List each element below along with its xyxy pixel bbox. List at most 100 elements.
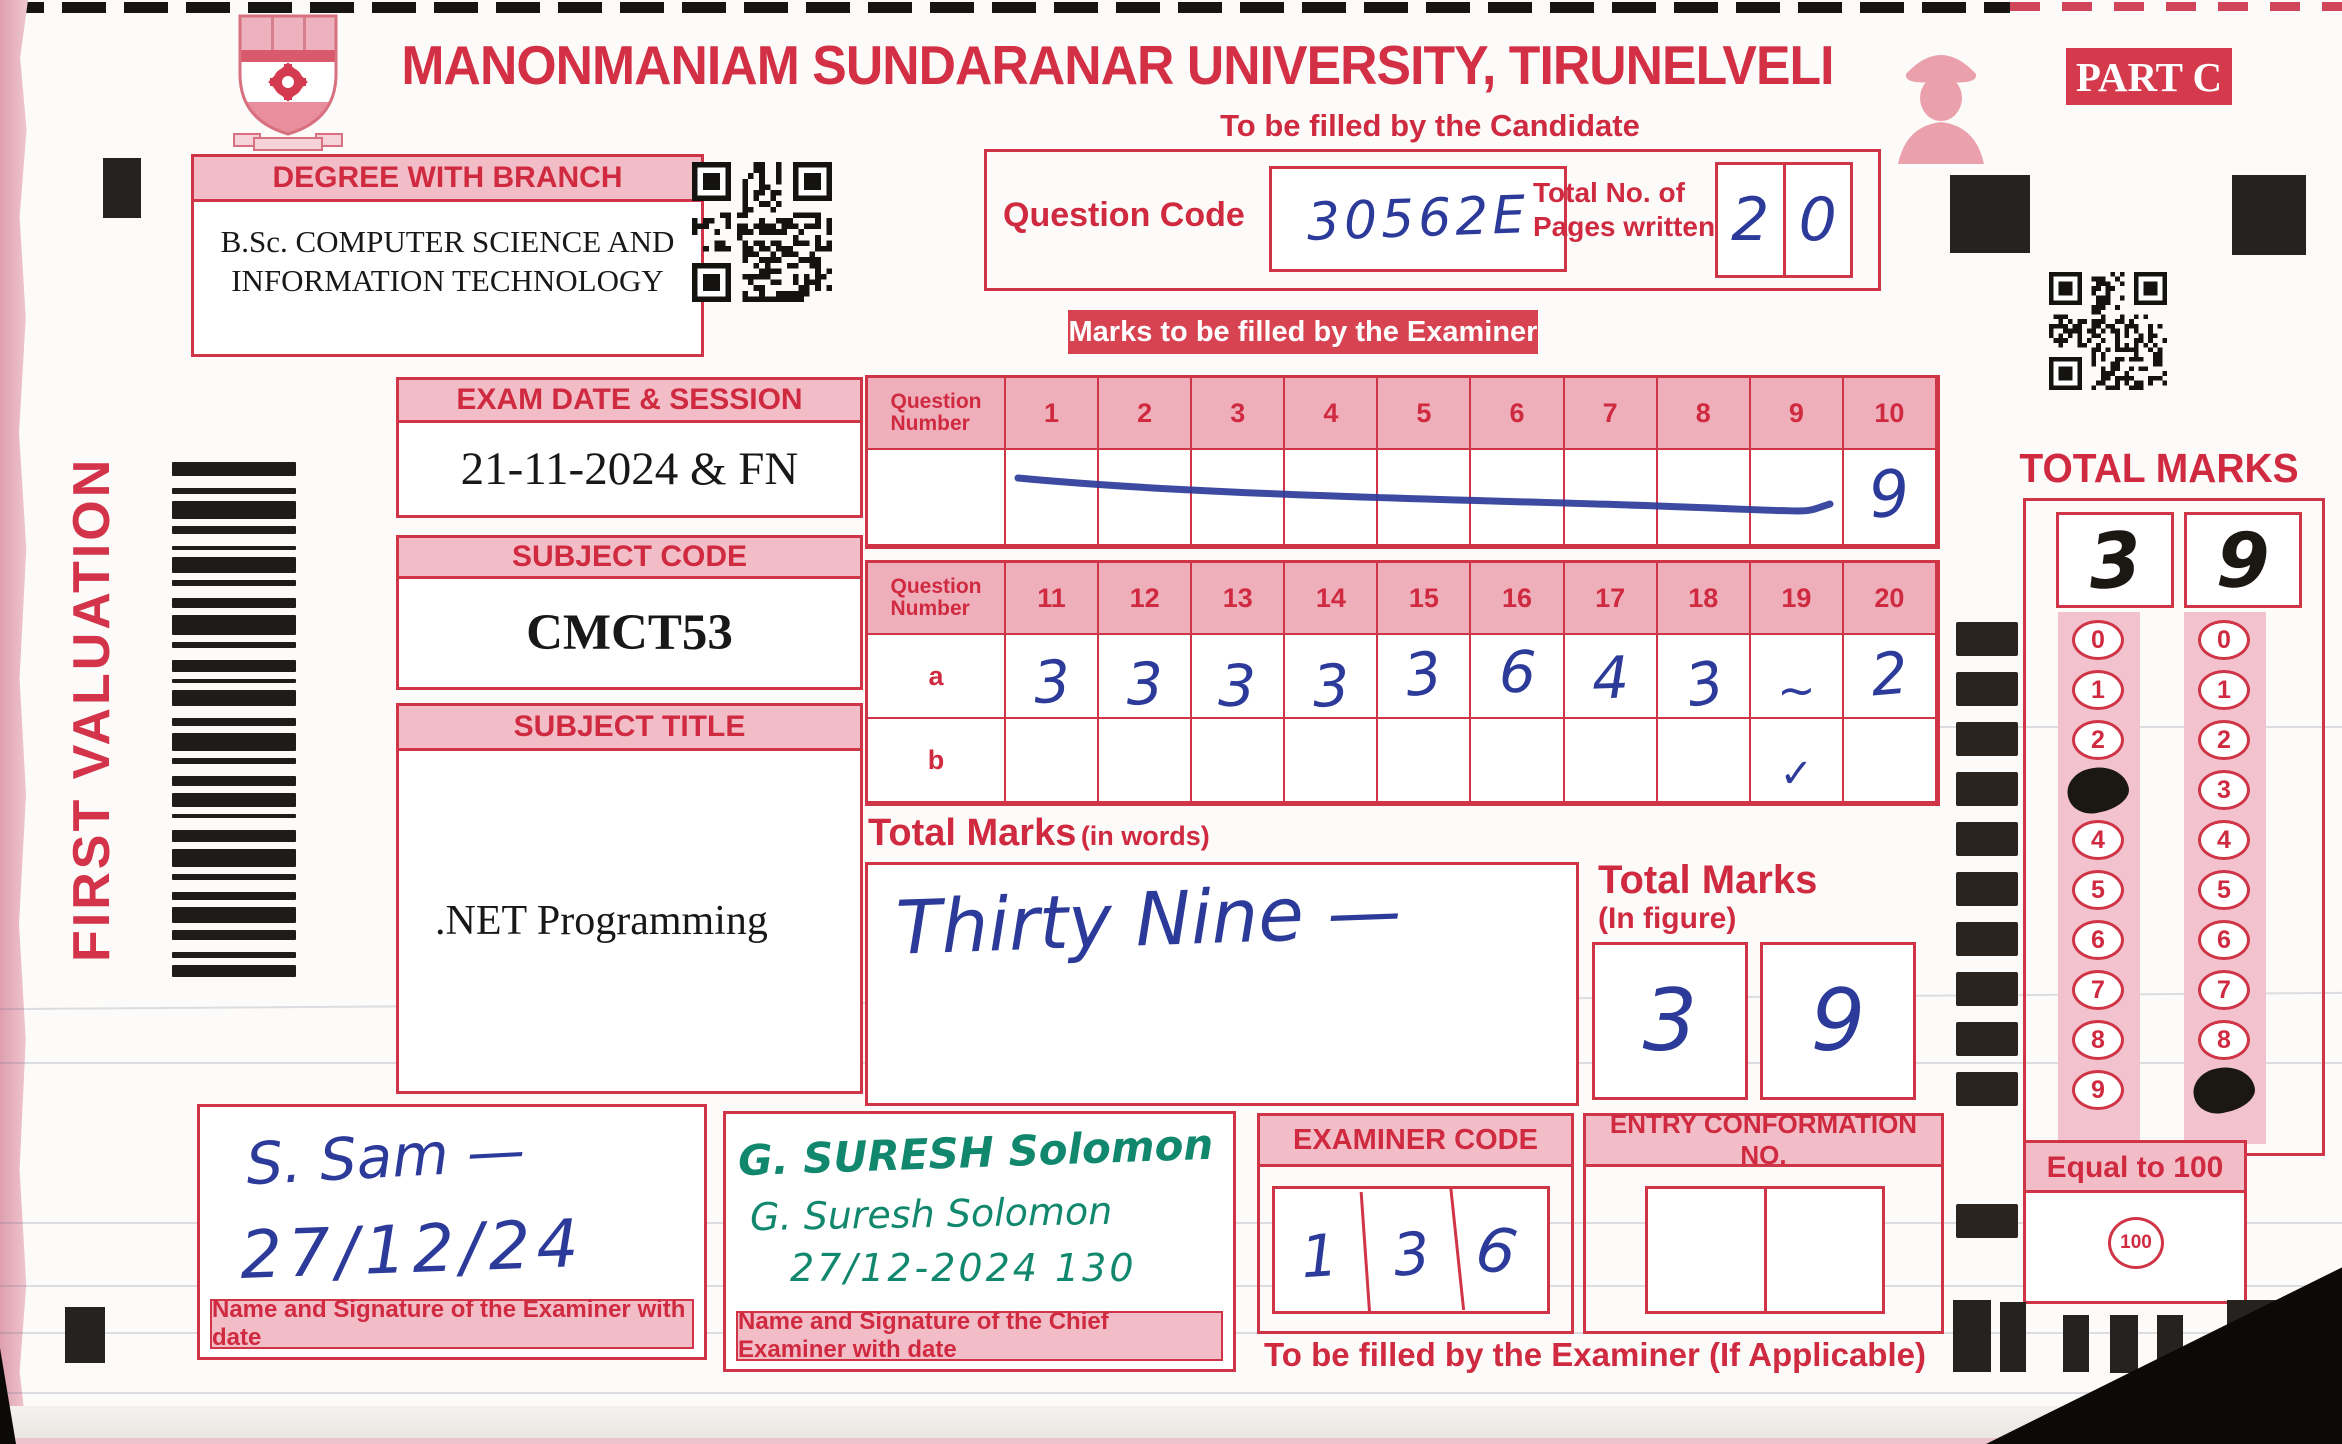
- examiner-code-cells: 1 3 6: [1270, 1186, 1550, 1321]
- mark-cell-q5: [1378, 450, 1472, 546]
- total-figure-label: Total Marks (In figure): [1598, 858, 1817, 935]
- timing-mark: [1956, 922, 2018, 956]
- mark-value: 3: [1217, 651, 1258, 721]
- column-header-10: 10: [1843, 378, 1937, 450]
- mark-cell-q6: [1471, 450, 1565, 546]
- timing-mark: [1956, 1204, 2018, 1238]
- mark-cell-q19-b: ✓: [1750, 719, 1844, 803]
- equal-100-bubble: 100: [2108, 1217, 2164, 1269]
- mark-cell-q10: 9: [1843, 450, 1937, 546]
- chief-examiner-signature-box: G. SURESH Solomon G. Suresh Solomon 27/1…: [723, 1111, 1236, 1372]
- entry-confirmation-header: ENTRY CONFORMATION NO.: [1586, 1109, 1941, 1170]
- row-label-b: b: [868, 719, 1006, 803]
- mark-value: ✓: [1779, 751, 1814, 797]
- mark-cell-q11-b: [1006, 719, 1100, 803]
- mark-cell-q14-b: [1285, 719, 1379, 803]
- mark-value: 3: [1400, 637, 1447, 711]
- omr-bubble-units-5: 5: [2198, 870, 2250, 910]
- column-header-7: 7: [1564, 378, 1658, 450]
- omr-bubble-tens-1: 1: [2072, 670, 2124, 710]
- column-header-9: 9: [1750, 378, 1844, 450]
- qr-code: [692, 162, 832, 302]
- timing-mark: [1956, 1072, 2018, 1106]
- omr-bubble-units-0: 0: [2198, 620, 2250, 660]
- candidate-note: To be filled by the Candidate: [1220, 108, 1640, 143]
- scan-bottom-pink: [0, 1438, 2342, 1444]
- total-figure-label-sub: (In figure): [1598, 902, 1737, 935]
- column-header-2: 2: [1099, 378, 1193, 450]
- total-words-label: Total Marks (in words): [868, 812, 1210, 855]
- part-label: PART C: [2066, 48, 2232, 105]
- exam-date-header: EXAM DATE & SESSION: [396, 377, 863, 423]
- degree-line1: B.Sc. COMPUTER SCIENCE AND: [220, 224, 675, 260]
- scan-top-edge: [0, 2, 2010, 13]
- mark-cell-q12-a: 3: [1099, 635, 1193, 719]
- subject-title-value: .NET Programming: [396, 751, 863, 1094]
- degree-branch-box: DEGREE WITH BRANCH B.Sc. COMPUTER SCIENC…: [191, 154, 704, 357]
- mark-cell-q19-a: ~: [1750, 635, 1844, 719]
- panel-digit-box-2: 9: [2184, 512, 2302, 608]
- scan-artifact: [2063, 1315, 2089, 1372]
- mark-value: 3: [1311, 651, 1352, 721]
- first-valuation-label: FIRST VALUATION: [63, 456, 121, 962]
- mark-cell-q1: [1006, 450, 1100, 546]
- scan-top-edge-red: [2010, 2, 2342, 11]
- degree-branch-value: B.Sc. COMPUTER SCIENCE AND INFORMATION T…: [194, 202, 701, 322]
- omr-bubble-units-7: 7: [2198, 970, 2250, 1010]
- omr-bubble-tens-6: 6: [2072, 920, 2124, 960]
- degree-line2: INFORMATION TECHNOLOGY: [231, 263, 664, 298]
- ruled-line: [1940, 726, 2342, 728]
- question-code-value: 30562E: [1305, 185, 1531, 253]
- pages-digit-2: 0: [1798, 185, 1837, 255]
- ruled-line: [0, 1392, 2342, 1394]
- omr-bubble-units-6: 6: [2198, 920, 2250, 960]
- pages-digit-1: 2: [1718, 165, 1786, 275]
- mark-cell-q13-b: [1192, 719, 1286, 803]
- mark-value: 2: [1867, 638, 1911, 710]
- question-code-label: Question Code: [1003, 196, 1245, 234]
- timing-mark: [1956, 672, 2018, 706]
- omr-bubble-tens-3: 3: [2063, 762, 2133, 818]
- entry-cell-1: [1648, 1189, 1767, 1311]
- scan-artifact: [2000, 1302, 2026, 1372]
- mark-cell-q8: [1657, 450, 1751, 546]
- omr-bubble-units-9: 9: [2189, 1062, 2259, 1118]
- examiner-signature: S. Sam —: [244, 1115, 527, 1199]
- total-words-label-main: Total Marks: [868, 812, 1077, 854]
- pages-written-cells: 2 0: [1715, 162, 1853, 278]
- qr-code: [2048, 272, 2168, 390]
- subject-title-box: SUBJECT TITLE .NET Programming: [396, 703, 863, 1097]
- row-label-blank: [868, 450, 1006, 546]
- omr-bubble-units-1: 1: [2198, 670, 2250, 710]
- mark-value: ~: [1777, 663, 1816, 717]
- degree-branch-header: DEGREE WITH BRANCH: [194, 157, 701, 202]
- chief-examiner-date: 27/12-2024 130: [790, 1246, 1137, 1290]
- examiner-code-box: EXAMINER CODE 1 3 6: [1257, 1113, 1574, 1334]
- mark-value: 3: [1680, 647, 1729, 721]
- mark-value: 9: [1865, 456, 1913, 534]
- omr-bubble-tens-2: 2: [2072, 720, 2124, 760]
- mark-cell-q11-a: 3: [1006, 635, 1100, 719]
- question-number-header: Question Number: [868, 563, 1006, 635]
- mark-cell-q9: [1750, 450, 1844, 546]
- total-marks-title: TOTAL MARKS: [2019, 444, 2299, 491]
- total-words-box: Thirty Nine —: [865, 862, 1579, 1106]
- omr-bubble-units-4: 4: [2198, 820, 2250, 860]
- page-title: MANONMANIAM SUNDARANAR UNIVERSITY, TIRUN…: [401, 34, 1834, 96]
- column-header-20: 20: [1843, 563, 1937, 635]
- omr-bubble-units-2: 2: [2198, 720, 2250, 760]
- mark-cell-q20-b: [1843, 719, 1937, 803]
- total-words-value: Thirty Nine —: [894, 868, 1403, 972]
- barcode: [172, 462, 296, 997]
- column-header-13: 13: [1192, 563, 1286, 635]
- omr-strip-units: 0 1 2 3 4 5 6 7 89: [2184, 612, 2266, 1144]
- mark-cell-q15-a: 3: [1378, 635, 1472, 719]
- mark-cell-q4: [1285, 450, 1379, 546]
- mark-cell-q7: [1564, 450, 1658, 546]
- chief-examiner-name: G. SURESH Solomon: [737, 1119, 1215, 1186]
- examiner-code-digit-3: 6: [1470, 1210, 1523, 1290]
- marks-table-q11-20: Question Number 11 12 13 14 15 16 17 18 19 20 a 3 3 3 3 3…: [865, 560, 1940, 806]
- omr-bubble-tens-7: 7: [2072, 970, 2124, 1010]
- entry-confirmation-cells: [1645, 1186, 1885, 1314]
